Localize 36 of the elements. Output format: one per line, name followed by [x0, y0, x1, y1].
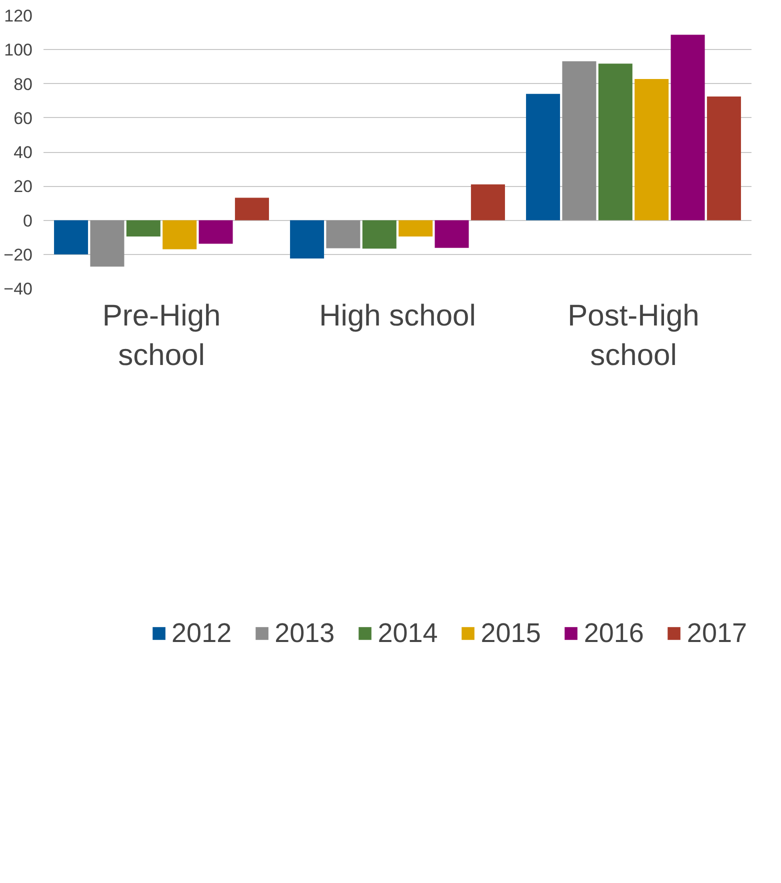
- bar: [362, 220, 396, 249]
- bar: [670, 34, 705, 220]
- y-tick-label: 60: [14, 108, 33, 128]
- y-tick-label: 80: [14, 74, 33, 94]
- bar: [470, 184, 505, 220]
- legend-label: 2012: [172, 618, 232, 648]
- bar: [126, 220, 160, 236]
- legend-label: 2013: [274, 618, 335, 648]
- bar: [290, 220, 324, 258]
- bar: [634, 78, 669, 220]
- bar: [562, 61, 596, 220]
- y-tick-label: 40: [14, 143, 33, 162]
- bar: [90, 220, 124, 267]
- bar: [706, 96, 741, 220]
- legend-label: 2017: [686, 618, 747, 648]
- legend-label: 2016: [584, 618, 644, 648]
- bar: [434, 220, 469, 248]
- bar: [198, 220, 233, 244]
- legend-label: 2014: [378, 618, 438, 648]
- legend-label: 2015: [480, 618, 541, 648]
- y-tick-label: −40: [4, 280, 33, 298]
- bar: [398, 220, 433, 236]
- bar: [326, 220, 360, 248]
- bar: [526, 94, 560, 220]
- bar: [234, 198, 269, 220]
- y-tick-label: 20: [14, 177, 33, 196]
- x-tick-label: Post-High school: [568, 300, 700, 372]
- bar: [162, 220, 197, 250]
- y-tick-label: 120: [4, 6, 33, 26]
- y-tick-label: 100: [4, 40, 33, 60]
- y-tick-label: −20: [4, 245, 33, 264]
- y-tick-label: 0: [23, 211, 33, 230]
- bar: [598, 64, 632, 220]
- bar: [54, 220, 88, 254]
- x-tick-label: High school: [319, 300, 476, 332]
- x-tick-label: Pre-High school: [102, 300, 221, 372]
